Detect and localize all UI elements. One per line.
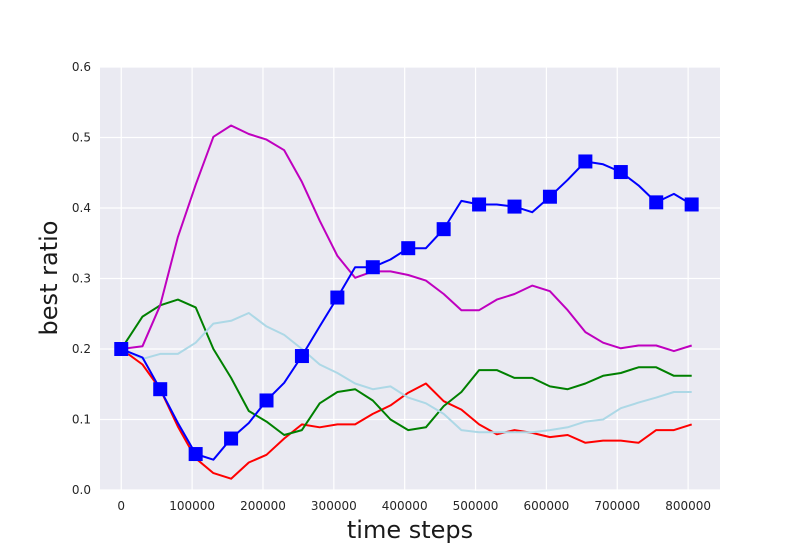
x-axis-title: time steps [347,516,473,544]
x-tick-label: 500000 [453,499,499,513]
y-tick-label: 0.1 [72,413,91,427]
series-marker-0 [153,382,168,397]
series-marker-0 [472,197,487,212]
series-marker-0 [542,189,557,204]
series-marker-0 [114,342,129,356]
series-line-3 [120,312,692,434]
y-tick-label: 0.0 [72,483,91,497]
series-marker-0 [401,241,416,256]
series-marker-0 [436,222,451,237]
series-marker-0 [684,197,699,212]
series-marker-0 [294,349,309,364]
y-axis-title: best ratio [35,221,63,336]
y-tick-label: 0.3 [72,272,91,286]
x-tick-label: 600000 [523,499,569,513]
series-marker-0 [224,431,239,446]
y-tick-label: 0.5 [72,131,91,145]
y-tick-label: 0.4 [72,201,91,215]
series-marker-0 [649,195,664,210]
series-line-1 [120,348,693,480]
series-marker-0 [507,199,522,214]
x-tick-label: 400000 [382,499,428,513]
x-tick-label: 200000 [240,499,286,513]
x-tick-label: 100000 [169,499,215,513]
y-tick-label: 0.6 [72,60,91,74]
series-marker-0 [578,154,593,169]
series-marker-0 [259,393,274,408]
x-tick-label: 300000 [311,499,357,513]
series-marker-0 [330,290,345,305]
x-tick-label: 800000 [665,499,711,513]
y-tick-labels: 0.0 0.1 0.2 0.3 0.4 0.5 0.6 [72,60,91,497]
series-line-4 [121,124,693,353]
x-tick-label: 700000 [594,499,640,513]
y-tick-label: 0.2 [72,342,91,356]
series-line-2 [120,298,692,436]
series-marker-0 [613,165,628,180]
series-marker-0 [365,260,380,275]
x-tick-label: 0 [117,499,125,513]
series-marker-0 [188,447,203,462]
marker-layer [114,154,699,462]
x-tick-labels: 0 100000 200000 300000 400000 500000 600000 700… [117,499,711,513]
